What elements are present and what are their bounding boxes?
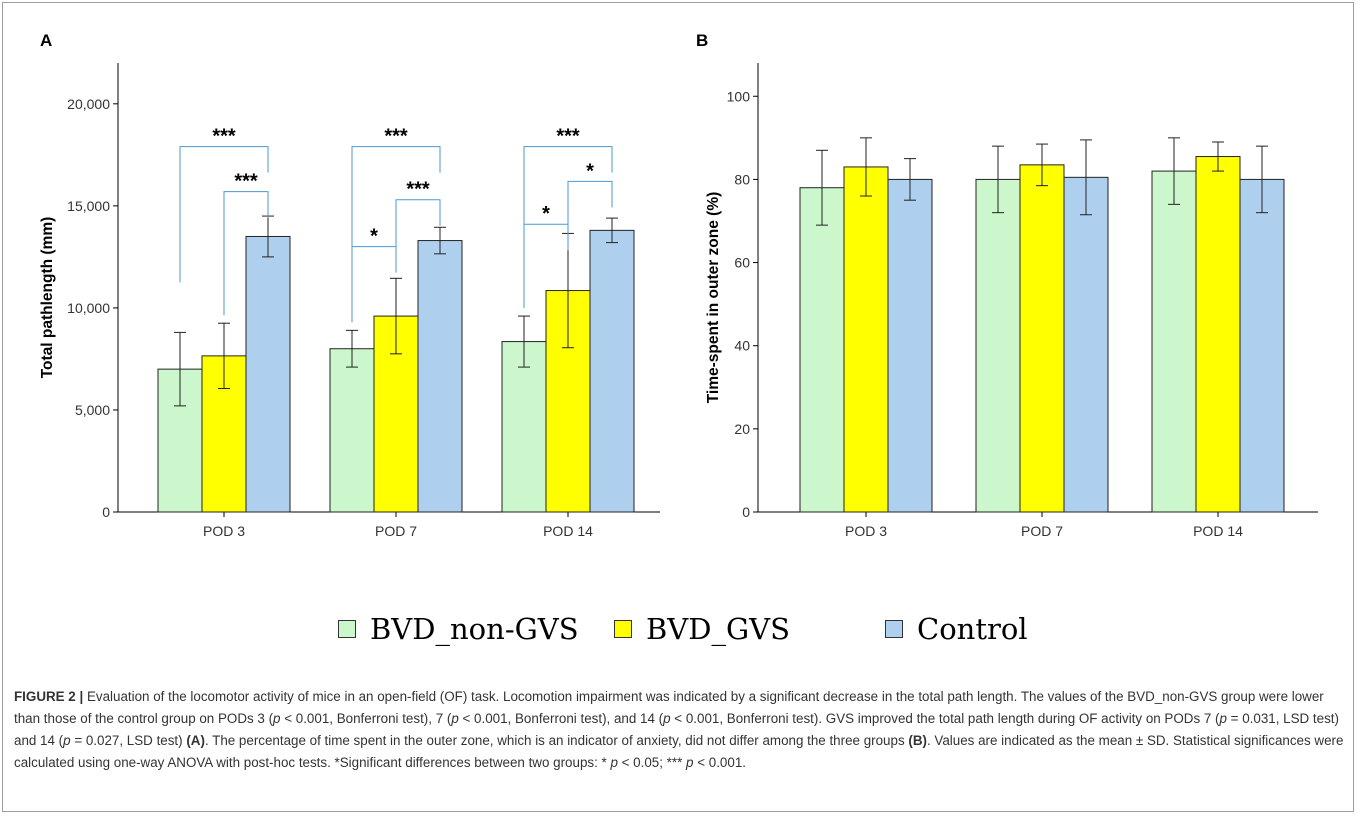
legend-item-bvd-gvs: BVD_GVS xyxy=(614,612,790,646)
y-tick-label: 60 xyxy=(734,255,750,271)
x-tick-label-pod-7: POD 7 xyxy=(375,523,417,539)
bar-control-pod-3 xyxy=(245,235,291,513)
significance-bracket xyxy=(351,146,441,281)
y-tick-label: 100 xyxy=(727,88,751,104)
figure-caption: FIGURE 2 | Evaluation of the locomotor a… xyxy=(14,689,1344,770)
y-axis-label: Time-spent in outer zone (%) xyxy=(705,192,722,404)
significance-bracket xyxy=(523,146,613,267)
significance-label: *** xyxy=(406,179,430,201)
y-tick-label: 10,000 xyxy=(67,300,110,316)
x-tick-label-pod-7: POD 7 xyxy=(1021,523,1063,539)
y-axis-label: Total pathlength (mm) xyxy=(39,217,56,379)
significance-label: *** xyxy=(212,126,236,148)
y-tick-label: 40 xyxy=(734,338,750,354)
significance-bracket xyxy=(223,191,269,316)
significance-label: *** xyxy=(234,171,258,193)
panel-label-b: B xyxy=(696,31,708,50)
caption-label: FIGURE 2 | xyxy=(14,689,84,704)
legend-label-bvd-non-gvs: BVD_non-GVS xyxy=(370,612,579,646)
charts: A 0 5,000 10,000 15,000 20,000 Total pathlengt… xyxy=(39,31,1318,539)
x-tick-label-pod-3: POD 3 xyxy=(845,523,887,539)
significance-label: * xyxy=(542,203,550,225)
legend-swatch-bvd-non-gvs xyxy=(338,620,356,638)
legend-swatch-bvd-gvs xyxy=(614,620,632,638)
bar-bvd-non-gvs-pod-7 xyxy=(329,348,375,513)
bar-bvd-non-gvs-pod-3 xyxy=(799,187,845,513)
legend-swatch-control xyxy=(885,620,903,638)
panel-a: A 0 5,000 10,000 15,000 20,000 Total pathlengt… xyxy=(39,31,660,539)
significance-bracket xyxy=(351,246,397,323)
significance-bracket xyxy=(523,223,569,309)
y-tick-label: 80 xyxy=(734,171,750,187)
significance-label: * xyxy=(586,160,594,182)
bar-bvd-non-gvs-pod-14 xyxy=(1151,170,1197,513)
bar-control-pod-14 xyxy=(589,229,635,513)
bar-bvd-gvs-pod-7 xyxy=(1019,164,1065,513)
x-tick-label-pod-14: POD 14 xyxy=(543,523,593,539)
legend-label-bvd-gvs: BVD_GVS xyxy=(646,612,790,646)
legend: BVD_non-GVS BVD_GVS Control xyxy=(0,612,1358,652)
y-tick-label: 15,000 xyxy=(67,198,110,214)
y-tick-label: 0 xyxy=(102,504,110,520)
significance-label: *** xyxy=(384,126,408,148)
y-tick-label: 0 xyxy=(742,504,750,520)
bar-bvd-gvs-pod-3 xyxy=(843,166,889,513)
panel-label-a: A xyxy=(40,31,52,50)
y-tick-label: 5,000 xyxy=(75,402,110,418)
legend-label-control: Control xyxy=(917,612,1028,646)
bar-control-pod-14 xyxy=(1239,178,1285,513)
bar-control-pod-3 xyxy=(887,178,933,513)
bar-bvd-gvs-pod-14 xyxy=(1195,156,1241,513)
bar-control-pod-7 xyxy=(417,240,463,513)
y-tick-label: 20,000 xyxy=(67,96,110,112)
panel-b: B 0 20 40 60 80 100 Time-spent in outer zone (%… xyxy=(696,31,1318,539)
significance-label: * xyxy=(370,226,378,248)
significance-label: *** xyxy=(556,126,580,148)
bar-bvd-non-gvs-pod-7 xyxy=(975,178,1021,513)
significance-bracket xyxy=(179,146,269,283)
x-tick-label-pod-14: POD 14 xyxy=(1193,523,1243,539)
legend-item-bvd-non-gvs: BVD_non-GVS xyxy=(338,612,579,646)
legend-item-control: Control xyxy=(885,612,1028,646)
y-tick-label: 20 xyxy=(734,421,750,437)
x-tick-label-pod-3: POD 3 xyxy=(203,523,245,539)
significance-bracket xyxy=(567,180,613,226)
bar-bvd-non-gvs-pod-3 xyxy=(157,368,203,513)
significance-bracket xyxy=(395,199,441,271)
bar-control-pod-7 xyxy=(1063,176,1109,513)
